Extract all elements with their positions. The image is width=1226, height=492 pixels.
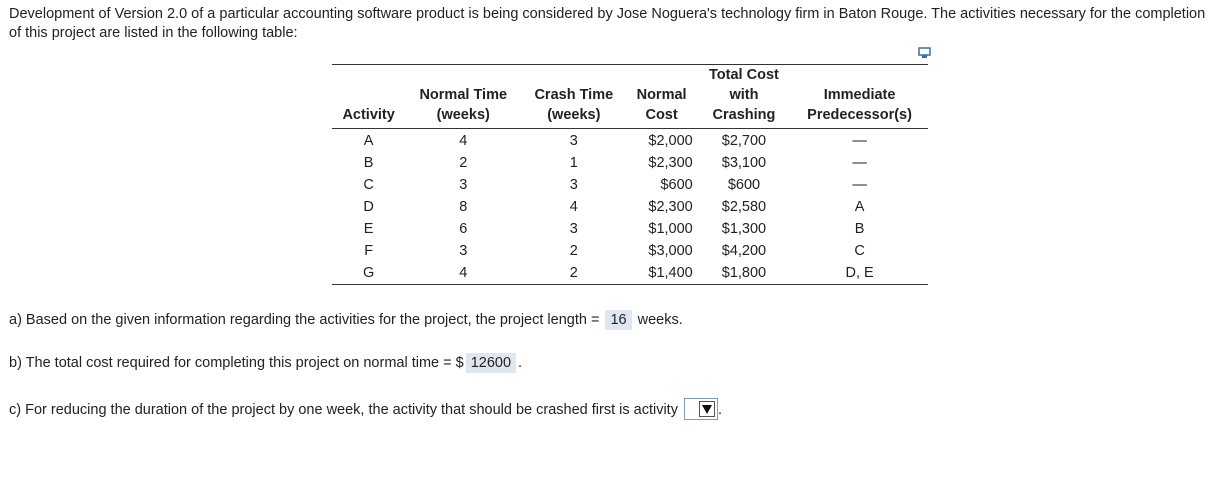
cell-activity: C bbox=[363, 177, 374, 193]
normal-cost-answer[interactable]: 12600 bbox=[465, 353, 517, 373]
cell-total-cost: $600 bbox=[727, 177, 761, 193]
question-a-suffix: weeks. bbox=[637, 312, 683, 328]
cell-predecessor: B bbox=[854, 221, 865, 237]
question-b-text: b) The total cost required for completin… bbox=[9, 355, 464, 371]
problem-intro: Development of Version 2.0 of a particul… bbox=[9, 6, 1206, 41]
cell-activity: G bbox=[362, 265, 375, 281]
table-row: G 4 2 $1,400 $1,800 D, E bbox=[332, 262, 928, 285]
cell-predecessor: — bbox=[852, 155, 867, 171]
activities-table: Activity Normal Time (weeks) Crash Time (w… bbox=[332, 64, 928, 285]
cell-predecessor: A bbox=[854, 199, 865, 215]
header-crash-time: Crash Time (weeks) bbox=[534, 87, 614, 123]
cell-normal-time: 8 bbox=[459, 199, 468, 215]
cell-activity: A bbox=[363, 133, 374, 149]
question-c-text: c) For reducing the duration of the proj… bbox=[9, 401, 678, 418]
table-row: B 2 1 $2,300 $3,100 — bbox=[332, 152, 928, 174]
cell-crash-time: 1 bbox=[569, 155, 578, 171]
cell-normal-time: 3 bbox=[459, 243, 468, 259]
header-normal-cost: Normal Cost bbox=[636, 87, 687, 123]
dropdown-arrow-icon[interactable] bbox=[698, 401, 715, 417]
cell-activity: B bbox=[363, 155, 374, 171]
cell-normal-time: 2 bbox=[459, 155, 468, 171]
cell-predecessor: C bbox=[854, 243, 865, 259]
crash-activity-dropdown[interactable] bbox=[683, 398, 718, 420]
cell-total-cost: $1,800 bbox=[721, 265, 767, 281]
cell-normal-cost: $2,000 bbox=[648, 133, 693, 149]
cell-total-cost: $4,200 bbox=[721, 243, 767, 259]
cell-normal-cost: $2,300 bbox=[648, 199, 693, 215]
table-row: D 8 4 $2,300 $2,580 A bbox=[332, 196, 928, 218]
table-row: F 3 2 $3,000 $4,200 C bbox=[332, 240, 928, 262]
cell-normal-time: 6 bbox=[459, 221, 468, 237]
cell-normal-cost: $1,400 bbox=[648, 265, 693, 281]
project-length-answer[interactable]: 16 bbox=[605, 310, 632, 330]
header-predecessor: Immediate Predecessor(s) bbox=[807, 87, 912, 123]
cell-crash-time: 2 bbox=[569, 243, 578, 259]
cell-crash-time: 3 bbox=[569, 177, 578, 193]
table-row: A 4 3 $2,000 $2,700 — bbox=[332, 129, 928, 153]
question-b: b) The total cost required for completin… bbox=[9, 353, 522, 373]
cell-normal-cost: $2,300 bbox=[648, 155, 693, 171]
question-b-suffix: . bbox=[518, 355, 523, 371]
table-row: E 6 3 $1,000 $1,300 B bbox=[332, 218, 928, 240]
cell-activity: D bbox=[363, 199, 374, 215]
cell-total-cost: $2,580 bbox=[721, 199, 767, 215]
question-a-text: a) Based on the given information regard… bbox=[9, 312, 600, 328]
cell-predecessor: — bbox=[852, 177, 867, 193]
cell-crash-time: 2 bbox=[569, 265, 578, 281]
cell-activity: F bbox=[364, 243, 374, 259]
table-header-row: Activity Normal Time (weeks) Crash Time (w… bbox=[332, 65, 928, 129]
table-row: C 3 3 $600 $600 — bbox=[332, 174, 928, 196]
cell-normal-time: 4 bbox=[459, 265, 468, 281]
cell-normal-cost: $600 bbox=[660, 177, 693, 193]
question-a: a) Based on the given information regard… bbox=[9, 310, 683, 330]
cell-crash-time: 3 bbox=[569, 133, 578, 149]
cell-activity: E bbox=[363, 221, 374, 237]
cell-crash-time: 4 bbox=[569, 199, 578, 215]
cell-total-cost: $2,700 bbox=[721, 133, 767, 149]
header-total-cost: Total Cost with Crashing bbox=[709, 67, 779, 123]
cell-crash-time: 3 bbox=[569, 221, 578, 237]
header-normal-time: Normal Time (weeks) bbox=[419, 87, 508, 123]
header-activity: Activity bbox=[342, 107, 395, 123]
cell-normal-cost: $3,000 bbox=[648, 243, 693, 259]
question-c: c) For reducing the duration of the proj… bbox=[9, 398, 722, 421]
cell-total-cost: $3,100 bbox=[721, 155, 767, 171]
cell-total-cost: $1,300 bbox=[721, 221, 767, 237]
cell-normal-cost: $1,000 bbox=[648, 221, 693, 237]
copy-to-clipboard-icon[interactable] bbox=[918, 47, 932, 59]
cell-normal-time: 3 bbox=[459, 177, 468, 193]
cell-predecessor: D, E bbox=[845, 265, 874, 281]
cell-predecessor: — bbox=[852, 133, 867, 149]
question-c-suffix: . bbox=[717, 401, 722, 418]
cell-normal-time: 4 bbox=[459, 133, 468, 149]
